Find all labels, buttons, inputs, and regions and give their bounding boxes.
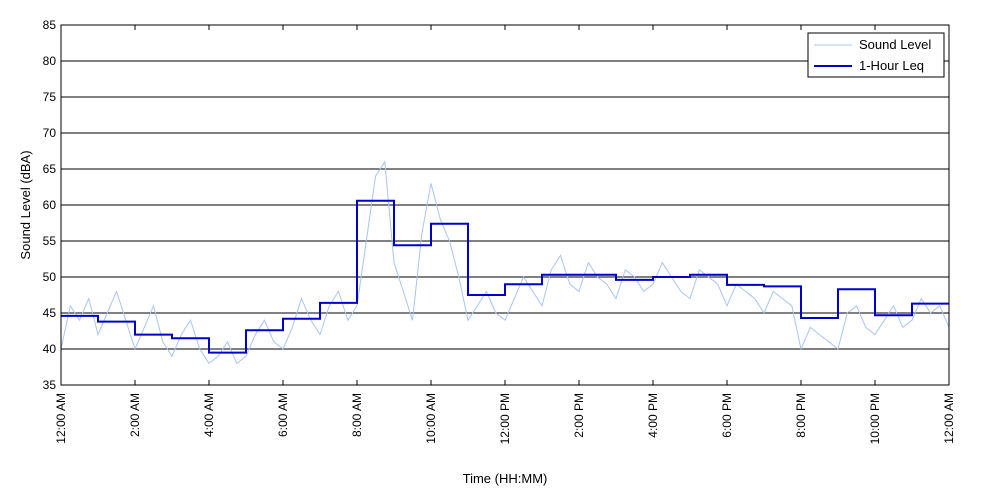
y-tick-label: 80: [43, 54, 57, 68]
x-tick-label: 4:00 PM: [646, 393, 660, 438]
y-tick-label: 45: [43, 306, 57, 320]
y-tick-label: 70: [43, 126, 57, 140]
y-tick-label: 50: [43, 270, 57, 284]
leq-step-line: [61, 199, 949, 354]
y-tick-label: 65: [43, 162, 57, 176]
legend-box: [807, 32, 945, 78]
y-tick-label: 35: [43, 378, 57, 392]
x-axis-label: Time (HH:MM): [463, 471, 548, 486]
x-tick-label: 10:00 PM: [868, 393, 882, 444]
y-tick-label: 75: [43, 90, 57, 104]
legend-label-sound-level: Sound Level: [859, 37, 931, 52]
y-tick-label: 85: [43, 18, 57, 32]
x-tick-label: 6:00 AM: [276, 393, 290, 437]
sound-level-line: [60, 160, 950, 365]
series-1-hour-leq: [61, 199, 949, 354]
legend-label-1-hour-leq: 1-Hour Leq: [859, 58, 924, 73]
x-axis-ticks: 12:00 AM 2:00 AM 4:00 AM 6:00 AM 8:00 AM 10:0…: [54, 25, 956, 444]
y-axis-label: Sound Level (dBA): [18, 150, 33, 259]
x-tick-label: 12:00 AM: [54, 393, 68, 444]
x-tick-label: 12:00 AM: [942, 393, 956, 444]
y-tick-label: 55: [43, 234, 57, 248]
x-tick-label: 2:00 PM: [572, 393, 586, 438]
x-tick-label: 8:00 AM: [350, 393, 364, 437]
series-sound-level: [60, 160, 950, 365]
x-tick-label: 10:00 AM: [424, 393, 438, 444]
x-tick-label: 8:00 PM: [794, 393, 808, 438]
y-tick-label: 60: [43, 198, 57, 212]
y-tick-label: 40: [43, 342, 57, 356]
x-tick-label: 6:00 PM: [720, 393, 734, 438]
x-tick-label: 4:00 AM: [202, 393, 216, 437]
legend: Sound Level 1-Hour Leq: [807, 32, 945, 78]
x-tick-label: 2:00 AM: [128, 393, 142, 437]
x-tick-label: 12:00 PM: [498, 393, 512, 444]
y-axis-ticks: 35 40 45 50 55 60 65 70 75 80 85: [43, 18, 66, 392]
